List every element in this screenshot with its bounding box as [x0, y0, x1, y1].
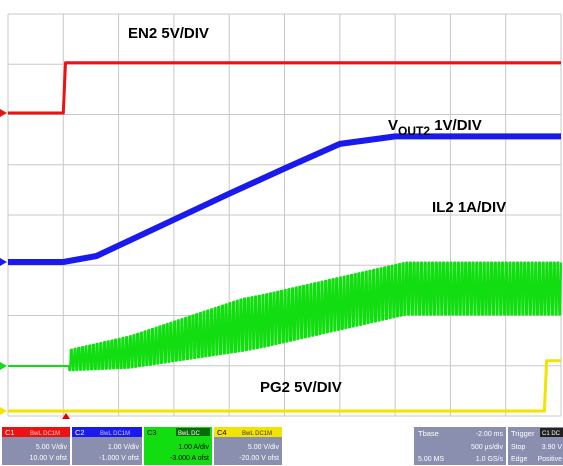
timebase-rate: 1.0 GS/s — [476, 456, 504, 463]
ch1-badge: BwL DC1M — [30, 431, 60, 437]
ch2-vdiv: 1.00 V/div — [108, 444, 140, 451]
vout2-label-tail: 1V/DIV — [430, 117, 482, 134]
timebase-delay: -2.00 ms — [476, 431, 504, 438]
trigger-level: 3.90 V — [542, 444, 563, 451]
timebase-samples: 5.00 MS — [418, 456, 444, 463]
ch3-badge: BwL DC — [178, 431, 200, 437]
trigger-source: C1 DC — [542, 431, 561, 437]
ch3-name: C3 — [147, 428, 157, 437]
ch4-badge: BwL DC1M — [242, 431, 272, 437]
vout2-label-sub: OUT2 — [398, 124, 430, 138]
trigger-label: Trigger — [511, 429, 535, 438]
en2-trace — [8, 61, 561, 115]
en2-label: EN2 5V/DIV — [128, 25, 209, 42]
vout2-label-main: V — [388, 117, 398, 134]
pg2-trace — [8, 359, 561, 413]
vout-ground-marker[interactable] — [0, 258, 7, 266]
ch3-offset: -3.000 A ofst — [170, 455, 209, 462]
channel-ground-markers — [0, 109, 7, 415]
waveform-traces — [7, 61, 562, 413]
ch4-name: C4 — [217, 428, 227, 437]
timebase-info-box[interactable]: Tbase -2.00 ms 500 µs/div 5.00 MS 1.0 GS… — [414, 427, 506, 465]
timebase-tdiv: 500 µs/div — [471, 444, 504, 451]
ch4-info-box[interactable]: C4 BwL DC1M 5.00 V/div -20.00 V ofst — [214, 427, 282, 465]
il2-label: IL2 1A/DIV — [432, 199, 506, 216]
ch3-vdiv: 1.00 A/div — [178, 444, 209, 451]
ch2-name: C2 — [75, 428, 85, 437]
ch2-offset: -1.000 V ofst — [99, 455, 139, 462]
il2-ground-marker[interactable] — [0, 362, 7, 370]
ch4-vdiv: 5.00 V/div — [248, 444, 280, 451]
pg2-ground-marker[interactable] — [0, 407, 7, 415]
vout2-label: VOUT2 1V/DIV — [388, 117, 482, 138]
trigger-info-box[interactable]: Trigger C1 DC Stop 3.90 V Edge Positive — [508, 427, 563, 465]
trigger-slope: Positive — [537, 456, 562, 463]
pg2-label: PG2 5V/DIV — [260, 379, 342, 396]
trigger-type: Edge — [511, 456, 527, 463]
ch3-info-box[interactable]: C3 BwL DC 1.00 A/div -3.000 A ofst — [144, 427, 212, 465]
trigger-position-marker — [62, 413, 70, 419]
ch2-badge: BwL DC1M — [100, 431, 130, 437]
status-bar: C1 BwL DC1M 5.00 V/div 10.00 V ofst C2 B… — [0, 420, 563, 466]
vout-trace — [8, 133, 561, 265]
ch2-info-box[interactable]: C2 BwL DC1M 1.00 V/div -1.000 V ofst — [72, 427, 142, 465]
il2-trace — [7, 261, 562, 372]
timebase-label: Tbase — [418, 429, 439, 438]
en2-ground-marker[interactable] — [0, 109, 7, 117]
ch1-vdiv: 5.00 V/div — [36, 444, 68, 451]
ch1-offset: 10.00 V ofst — [30, 455, 67, 462]
ch1-info-box[interactable]: C1 BwL DC1M 5.00 V/div 10.00 V ofst — [2, 427, 70, 465]
ch4-offset: -20.00 V ofst — [239, 455, 279, 462]
ch1-name: C1 — [5, 428, 15, 437]
trigger-mode: Stop — [511, 444, 526, 451]
